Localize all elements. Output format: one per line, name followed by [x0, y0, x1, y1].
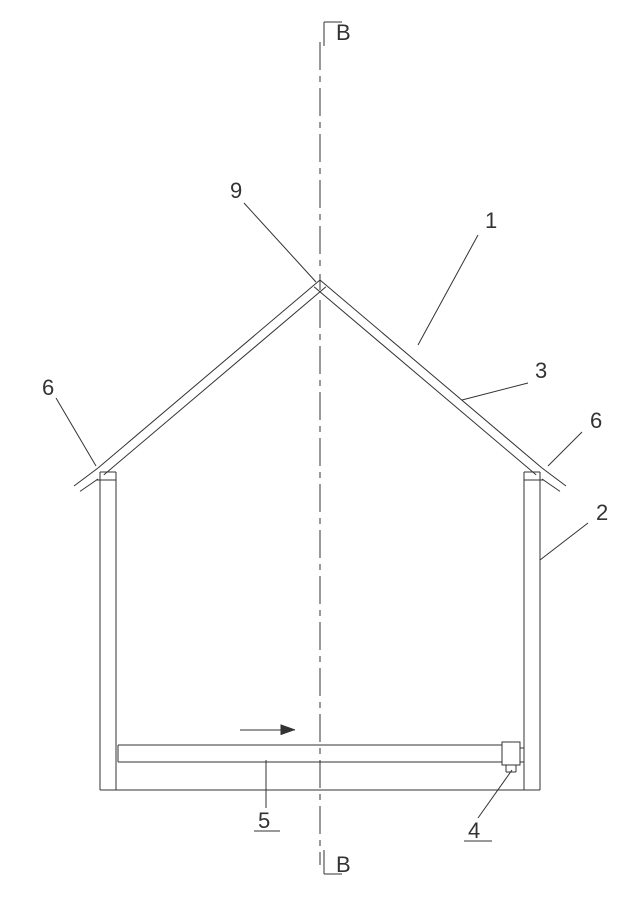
svg-text:1: 1	[485, 208, 497, 233]
svg-text:2: 2	[596, 500, 608, 525]
svg-text:6: 6	[590, 408, 602, 433]
svg-text:3: 3	[535, 358, 547, 383]
svg-text:5: 5	[258, 808, 270, 833]
svg-text:6: 6	[42, 375, 54, 400]
svg-text:9: 9	[230, 178, 242, 203]
svg-text:B: B	[336, 20, 351, 45]
svg-text:4: 4	[468, 818, 480, 843]
svg-text:B: B	[336, 852, 351, 877]
